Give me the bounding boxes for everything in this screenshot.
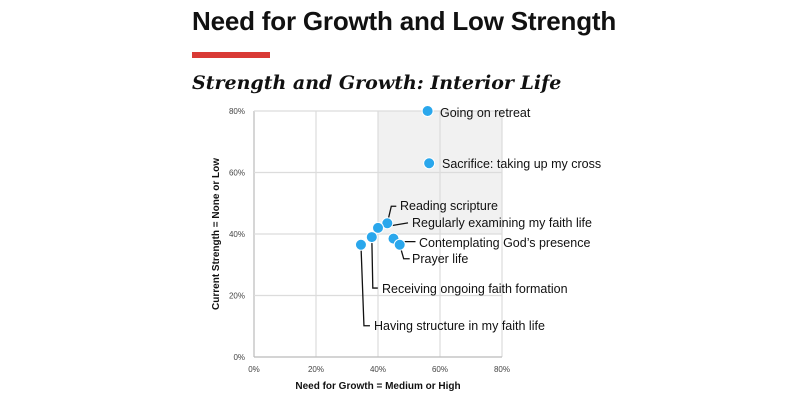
leader-line bbox=[371, 237, 378, 289]
x-tick-label: 80% bbox=[494, 365, 510, 374]
x-tick-label: 40% bbox=[370, 365, 386, 374]
point-label: Receiving ongoing faith formation bbox=[382, 282, 568, 296]
data-point bbox=[354, 238, 367, 251]
y-tick-label: 60% bbox=[229, 169, 245, 178]
x-tick-label: 20% bbox=[308, 365, 324, 374]
y-tick-label: 0% bbox=[233, 353, 245, 362]
point-label: Having structure in my faith life bbox=[374, 319, 545, 333]
data-point bbox=[423, 157, 436, 170]
x-axis-title: Need for Growth = Medium or High bbox=[295, 381, 460, 392]
accent-bar bbox=[192, 52, 270, 58]
leader-line bbox=[360, 244, 370, 327]
y-tick-label: 80% bbox=[229, 107, 245, 116]
data-point bbox=[393, 238, 406, 251]
data-point bbox=[421, 105, 434, 117]
point-label: Reading scripture bbox=[400, 199, 498, 213]
point-label: Prayer life bbox=[412, 252, 468, 266]
data-point bbox=[372, 221, 384, 234]
x-tick-label: 0% bbox=[248, 365, 260, 374]
y-tick-label: 20% bbox=[229, 292, 245, 301]
x-tick-label: 60% bbox=[432, 365, 448, 374]
point-label: Going on retreat bbox=[440, 106, 531, 120]
point-label: Sacrifice: taking up my cross bbox=[442, 157, 601, 171]
chart-title: Strength and Growth: Interior Life bbox=[192, 72, 562, 94]
point-label: Regularly examining my faith life bbox=[412, 216, 592, 230]
data-point bbox=[365, 231, 378, 244]
point-label: Contemplating God’s presence bbox=[419, 236, 590, 250]
page-title: Need for Growth and Low Strength bbox=[192, 6, 617, 36]
y-axis-title: Current Strength = None or Low bbox=[211, 158, 222, 310]
y-tick-label: 40% bbox=[229, 230, 245, 239]
